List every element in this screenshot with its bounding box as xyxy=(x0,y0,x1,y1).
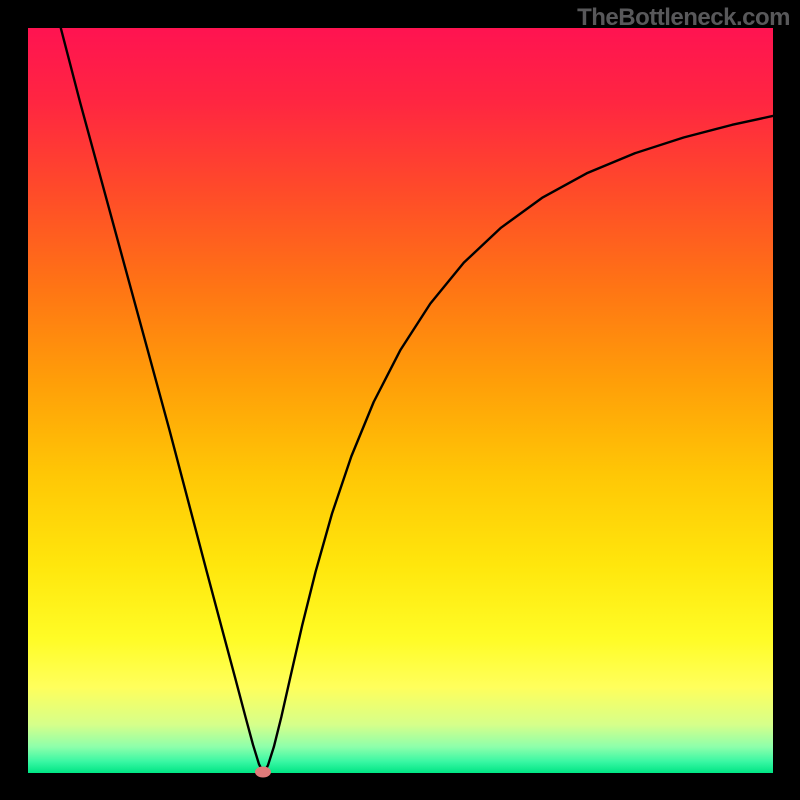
chart-svg xyxy=(28,28,773,773)
minimum-marker xyxy=(255,766,271,777)
bottleneck-curve xyxy=(61,28,773,773)
watermark-text: TheBottleneck.com xyxy=(577,4,790,32)
plot-area xyxy=(28,28,773,773)
gradient-background xyxy=(28,28,773,773)
